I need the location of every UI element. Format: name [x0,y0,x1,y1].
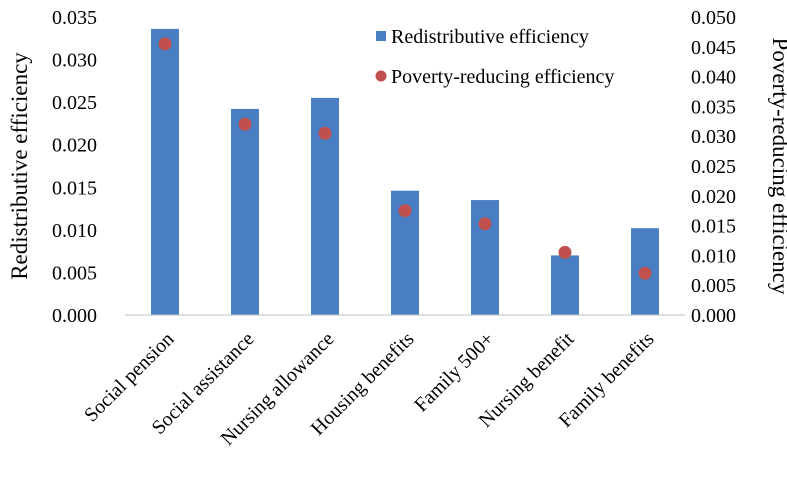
left-y-tick-label: 0.030 [52,50,97,72]
point-social-assistance [238,117,252,131]
legend: Redistributive efficiency Poverty-reduci… [375,26,614,88]
left-y-tick-label: 0.015 [52,177,97,199]
x-tick-label-family-500: Family 500+ [410,328,498,416]
left-y-tick-label: 0.025 [52,92,97,114]
point-housing-benefits [398,204,412,218]
left-y-tick-label: 0.000 [52,305,97,327]
left-y-tick-label: 0.020 [52,135,97,157]
point-nursing-benefit [558,245,572,259]
point-family-500 [478,217,492,231]
legend-label-redistributive: Redistributive efficiency [391,26,589,48]
point-family-benefits [638,266,652,280]
right-y-tick-label: 0.010 [691,245,736,267]
bar-family-500 [471,200,499,315]
right-y-tick-label: 0.035 [691,96,736,118]
bar-social-assistance [231,108,259,315]
y-axis-label-right: Poverty-reducing efficiency [768,38,787,295]
right-y-tick-label: 0.000 [691,305,736,327]
right-y-tick-label: 0.050 [691,7,736,29]
right-y-tick-label: 0.005 [691,275,736,297]
right-y-tick-label: 0.045 [691,37,736,59]
right-y-tick-label: 0.040 [691,67,736,89]
left-y-tick-label: 0.035 [52,7,97,29]
points-layer [158,37,652,280]
left-y-tick-labels: 0.000 0.005 0.010 0.015 0.020 0.025 0.030 0.035 [52,7,97,327]
right-y-tick-label: 0.030 [691,126,736,148]
bar-social-pension [151,28,179,315]
legend-swatch-redistributive [376,31,386,41]
y-axis-label-left: Redistributive efficiency [7,52,32,280]
point-nursing-allowance [318,126,332,140]
bar-nursing-benefit [551,255,579,315]
right-y-tick-label: 0.020 [691,186,736,208]
right-y-tick-label: 0.015 [691,216,736,238]
legend-marker-poverty [375,70,387,82]
point-social-pension [158,37,172,51]
left-y-tick-label: 0.010 [52,220,97,242]
legend-label-poverty: Poverty-reducing efficiency [391,66,614,88]
right-y-tick-label: 0.025 [691,156,736,178]
left-y-tick-label: 0.005 [52,262,97,284]
right-y-tick-labels: 0.000 0.005 0.010 0.015 0.020 0.025 0.030 0.035… [691,7,736,327]
